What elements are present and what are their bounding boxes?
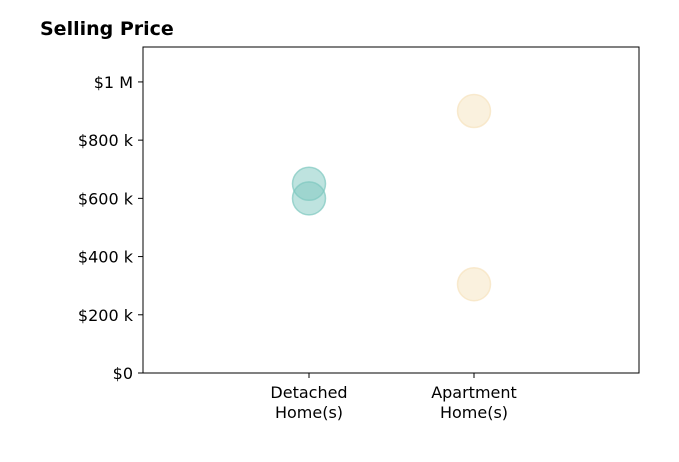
y-tick-label: $200 k — [78, 306, 134, 325]
y-tick-label: $600 k — [78, 189, 134, 208]
x-tick-label: Apartment — [431, 383, 517, 402]
chart-title: Selling Price — [40, 18, 174, 40]
x-tick-label: Home(s) — [440, 403, 508, 422]
x-tick-label: Home(s) — [275, 403, 343, 422]
x-tick-label: Detached — [270, 383, 347, 402]
y-tick-label: $400 k — [78, 248, 134, 267]
data-point — [291, 181, 327, 216]
plot-area: $0$200 k$400 k$600 k$800 k$1 MDetachedHo… — [78, 46, 640, 422]
data-point — [456, 93, 492, 129]
y-tick-label: $1 M — [94, 73, 133, 92]
data-point — [456, 266, 492, 302]
plot-frame — [142, 46, 640, 374]
y-tick-label: $0 — [113, 364, 133, 383]
y-tick-label: $800 k — [78, 131, 134, 150]
